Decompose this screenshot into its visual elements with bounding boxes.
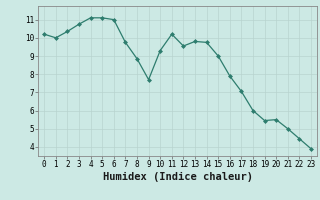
X-axis label: Humidex (Indice chaleur): Humidex (Indice chaleur) <box>103 172 252 182</box>
